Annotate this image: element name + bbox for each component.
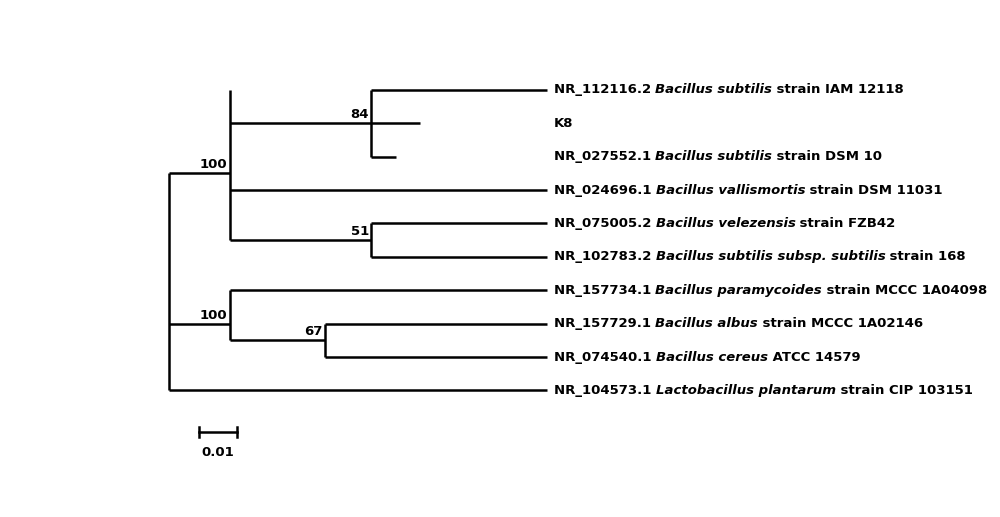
Text: strain FZB42: strain FZB42 [795,217,896,230]
Text: NR_074540.1: NR_074540.1 [554,351,656,363]
Text: K8: K8 [554,117,573,130]
Text: ATCC 14579: ATCC 14579 [768,351,860,363]
Text: NR_112116.2: NR_112116.2 [554,83,655,96]
Text: Bacillus vallismortis: Bacillus vallismortis [656,184,805,196]
Text: NR_075005.2: NR_075005.2 [554,217,656,230]
Text: NR_102783.2: NR_102783.2 [554,250,656,263]
Text: Bacillus paramycoides: Bacillus paramycoides [655,284,822,297]
Text: Bacillus subtilis: Bacillus subtilis [655,83,772,96]
Text: 100: 100 [200,309,227,322]
Text: NR_157729.1: NR_157729.1 [554,317,655,330]
Text: Lactobacillus plantarum: Lactobacillus plantarum [656,384,836,397]
Text: Bacillus subtilis: Bacillus subtilis [655,150,772,163]
Text: 67: 67 [304,325,323,339]
Text: Bacillus subtilis subsp. subtilis: Bacillus subtilis subsp. subtilis [656,250,885,263]
Text: strain MCCC 1A04098: strain MCCC 1A04098 [822,284,987,297]
Text: strain 168: strain 168 [885,250,966,263]
Text: NR_104573.1: NR_104573.1 [554,384,656,397]
Text: Bacillus velezensis: Bacillus velezensis [656,217,795,230]
Text: strain CIP 103151: strain CIP 103151 [836,384,972,397]
Text: NR_027552.1: NR_027552.1 [554,150,655,163]
Text: strain DSM 10: strain DSM 10 [772,150,882,163]
Text: NR_157734.1: NR_157734.1 [554,284,655,297]
Text: Bacillus cereus: Bacillus cereus [656,351,768,363]
Text: 100: 100 [200,158,227,172]
Text: 84: 84 [351,108,369,121]
Text: strain DSM 11031: strain DSM 11031 [805,184,943,196]
Text: 51: 51 [351,225,369,238]
Text: NR_024696.1: NR_024696.1 [554,184,656,196]
Text: strain MCCC 1A02146: strain MCCC 1A02146 [758,317,923,330]
Text: strain IAM 12118: strain IAM 12118 [772,83,904,96]
Text: 0.01: 0.01 [202,446,234,459]
Text: Bacillus albus: Bacillus albus [655,317,758,330]
